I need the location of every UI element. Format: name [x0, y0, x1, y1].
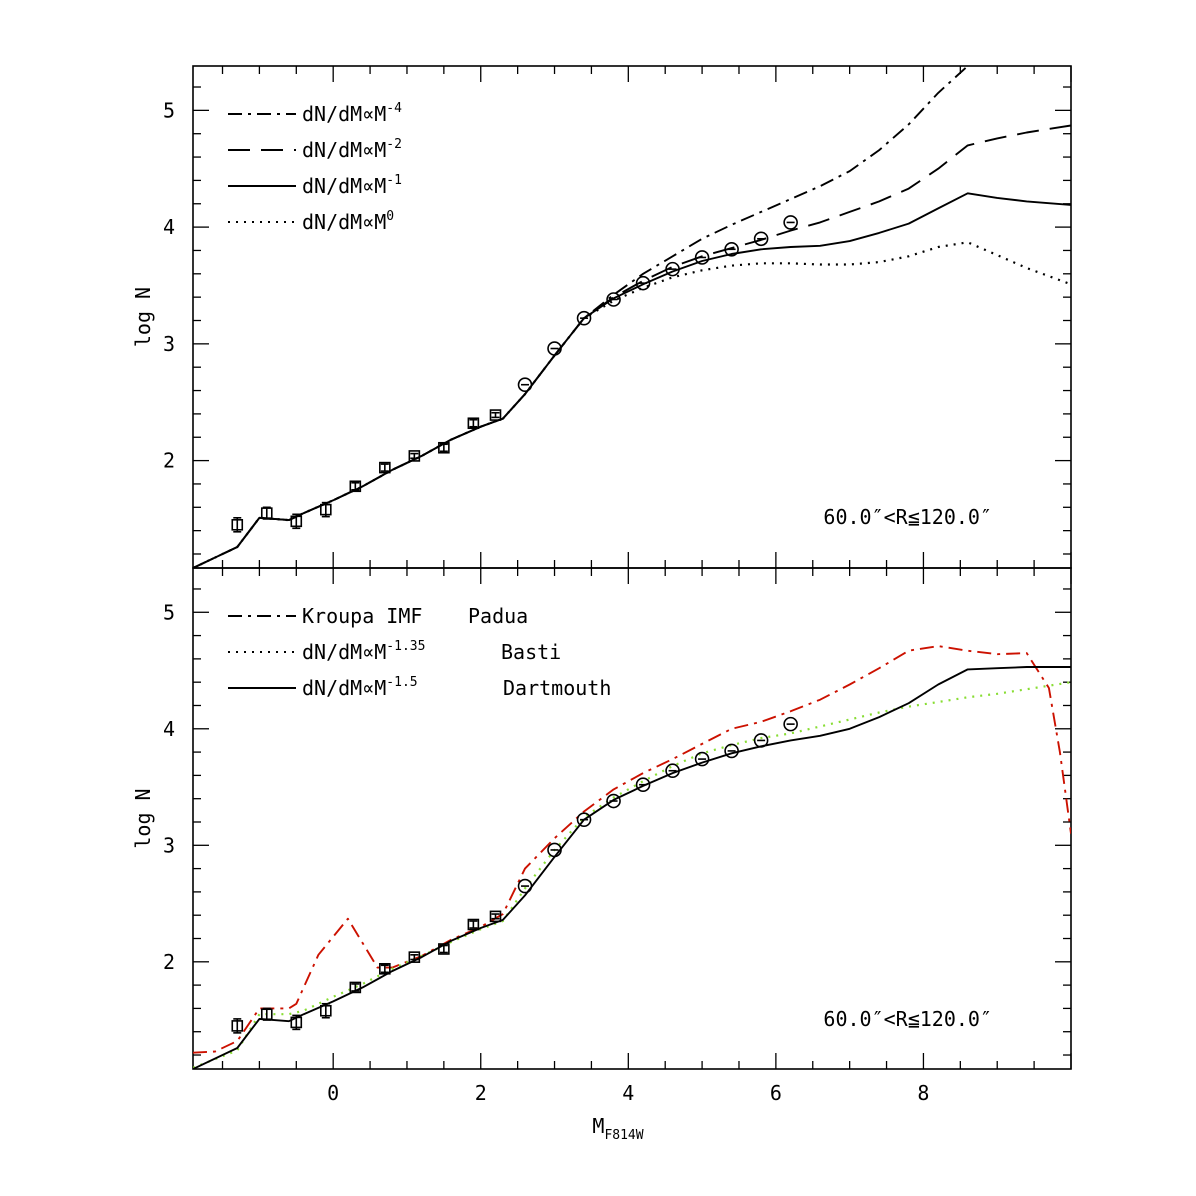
- data-point-circle: [635, 275, 651, 291]
- x-tick-label: 4: [622, 1081, 634, 1105]
- legend-label: Kroupa IMF: [302, 604, 422, 628]
- data-point-circle: [517, 377, 533, 393]
- legend-label: dN/dM∝M-1.5: [302, 675, 418, 700]
- legend-label: dN/dM∝M-1: [302, 173, 402, 198]
- legend-exponent: -1.5: [386, 675, 417, 690]
- axis-ticks: [193, 568, 1072, 1069]
- data-point-square: [260, 507, 273, 519]
- legend-label: dN/dM∝M-2: [302, 137, 402, 162]
- x-tick-label: 8: [917, 1081, 929, 1105]
- legend-exponent: -1.35: [386, 639, 425, 654]
- data-point-circle: [576, 812, 592, 827]
- data-point-circle: [665, 763, 680, 779]
- data-point-square: [349, 981, 362, 994]
- series-line: [193, 241, 1071, 568]
- y-tick-label: 2: [163, 950, 175, 974]
- data-point-square: [320, 503, 332, 516]
- data-point-square: [290, 515, 303, 528]
- observed-points: [231, 716, 798, 1034]
- data-point-circle: [694, 250, 710, 265]
- y-tick-label: 5: [163, 98, 175, 122]
- radius-annotation: 60.0″<R≦120.0″: [823, 505, 992, 529]
- data-point-circle: [753, 733, 769, 748]
- series-line: [193, 124, 1071, 568]
- y-axis-label: log N: [131, 287, 155, 347]
- data-point-circle: [606, 292, 621, 307]
- x-axis-label-subscript: F814W: [604, 1128, 643, 1143]
- legend-model-label: Basti: [501, 640, 561, 664]
- data-point-circle: [635, 777, 651, 793]
- y-tick-label: 4: [163, 717, 175, 741]
- legend-label: dN/dM∝M-4: [302, 101, 402, 126]
- data-point-square: [231, 1020, 244, 1032]
- y-tick-label: 3: [163, 332, 175, 356]
- x-tick-label: 0: [327, 1081, 339, 1105]
- data-point-circle: [724, 241, 739, 257]
- x-axis-label: MF814W: [592, 1114, 643, 1143]
- data-point-square: [467, 417, 480, 430]
- data-point-square: [489, 409, 502, 421]
- series-line: [193, 66, 970, 568]
- data-point-circle: [576, 310, 592, 326]
- data-point-circle: [547, 341, 562, 356]
- data-point-circle: [517, 878, 533, 894]
- data-point-square: [489, 910, 502, 923]
- data-point-square: [231, 519, 244, 531]
- legend-exponent: -2: [386, 137, 402, 152]
- series-group: [193, 66, 1071, 568]
- legend-model-label: Dartmouth: [503, 676, 611, 700]
- data-point-circle: [783, 215, 798, 230]
- y-tick-label: 5: [163, 600, 175, 624]
- data-point-square: [260, 1008, 273, 1021]
- data-point-circle: [606, 793, 621, 809]
- legend-exponent: 0: [386, 209, 394, 224]
- plot-frame: [192, 567, 1072, 1070]
- data-point-square: [408, 951, 421, 963]
- legend-exponent: -4: [386, 101, 402, 116]
- data-point-square: [379, 461, 391, 474]
- x-tick-label: 2: [475, 1081, 487, 1105]
- series-group: [193, 645, 1071, 1069]
- data-point-square: [438, 943, 450, 955]
- data-point-circle: [753, 231, 769, 247]
- x-tick-label: 6: [770, 1081, 782, 1105]
- data-point-circle: [547, 842, 562, 858]
- data-point-circle: [665, 261, 680, 277]
- series-line: [193, 681, 1071, 1069]
- data-point-square: [349, 480, 362, 493]
- legend-label: dN/dM∝M0: [302, 209, 394, 234]
- series-line: [193, 645, 1071, 1054]
- legend: dN/dM∝M-4 dN/dM∝M-2 dN/dM∝M-1 dN/dM∝M0: [228, 101, 402, 234]
- data-point-square: [379, 962, 391, 975]
- data-point-square: [320, 1004, 332, 1017]
- y-axis-label: log N: [131, 788, 155, 848]
- observed-points: [231, 215, 798, 533]
- data-point-square: [467, 918, 480, 931]
- data-point-square: [290, 1016, 303, 1029]
- series-line: [193, 192, 1071, 568]
- series-line: [193, 666, 1071, 1069]
- radius-annotation: 60.0″<R≦120.0″: [823, 1007, 992, 1031]
- y-tick-label: 2: [163, 449, 175, 473]
- data-point-circle: [694, 751, 710, 767]
- legend-label: dN/dM∝M-1.35: [302, 639, 425, 664]
- panel-bottom: 2 3 4 5 0 2 4 6 8 MF814W log N Kroupa IMF Padua dN/dM…: [131, 567, 1072, 1143]
- data-point-circle: [783, 716, 798, 732]
- legend-exponent: -1: [386, 173, 402, 188]
- y-tick-label: 4: [163, 215, 175, 239]
- data-point-circle: [724, 743, 739, 759]
- data-point-square: [408, 450, 421, 462]
- legend-model-label: Padua: [468, 604, 528, 628]
- data-point-square: [438, 441, 450, 454]
- y-tick-label: 3: [163, 833, 175, 857]
- legend: Kroupa IMF Padua dN/dM∝M-1.35 Basti dN/dM∝M-…: [228, 604, 611, 700]
- axis-ticks: [193, 66, 1072, 568]
